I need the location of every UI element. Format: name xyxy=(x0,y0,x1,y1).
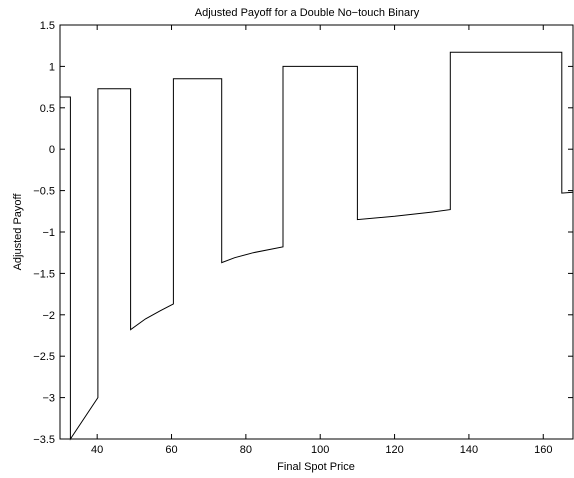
payoff-line xyxy=(60,51,574,441)
x-tick-label: 120 xyxy=(385,444,403,456)
series-group xyxy=(60,51,574,441)
y-tick-label: 1.5 xyxy=(40,20,55,32)
y-axis-ticks: 1.5 1 0.5 0 −0.5 −1 −1.5 −2 −2.5 −3 −3.5 xyxy=(33,20,573,446)
x-tick-label: 80 xyxy=(240,444,252,456)
y-tick-label: −3.5 xyxy=(33,434,55,446)
x-tick-label: 40 xyxy=(91,444,103,456)
chart-title: Adjusted Payoff for a Double No−touch Bi… xyxy=(195,7,420,19)
x-tick-label: 160 xyxy=(534,444,552,456)
y-tick-label: −2 xyxy=(42,310,55,322)
y-tick-label: −1 xyxy=(42,227,55,239)
y-tick-label: −1.5 xyxy=(33,268,55,280)
y-tick-label: 0.5 xyxy=(40,103,55,115)
y-axis-label: Adjusted Payoff xyxy=(12,193,24,271)
x-tick-label: 100 xyxy=(311,444,329,456)
y-tick-label: −3 xyxy=(42,393,55,405)
y-tick-label: −2.5 xyxy=(33,351,55,363)
x-axis-label: Final Spot Price xyxy=(277,461,355,473)
x-tick-label: 140 xyxy=(460,444,478,456)
y-tick-label: 0 xyxy=(49,144,55,156)
y-tick-label: −0.5 xyxy=(33,186,55,198)
x-axis-ticks: 40 60 80 100 120 140 160 xyxy=(91,25,552,456)
x-tick-label: 60 xyxy=(165,444,177,456)
plot-area xyxy=(59,24,574,440)
y-tick-label: 1 xyxy=(49,61,55,73)
